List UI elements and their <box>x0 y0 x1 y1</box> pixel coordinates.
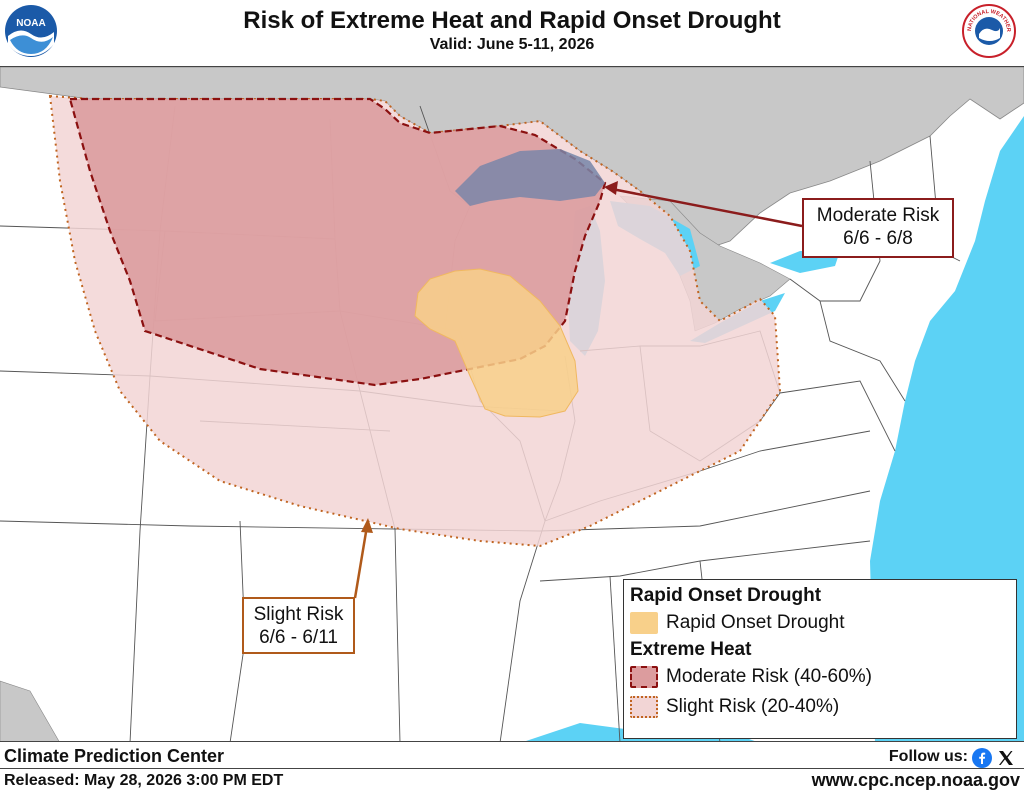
noaa-logo: NOAA <box>5 5 57 57</box>
slight-callout-line2: 6/6 - 6/11 <box>259 627 338 648</box>
noaa-logo-text: NOAA <box>16 18 45 29</box>
moderate-risk-callout: Moderate Risk 6/6 - 6/8 <box>802 198 954 258</box>
drought-swatch <box>630 612 658 634</box>
slight-callout-line1: Slight Risk <box>253 604 344 625</box>
legend-slight-label: Slight Risk (20-40%) <box>666 696 840 717</box>
page-subtitle: Valid: June 5-11, 2026 <box>429 36 595 53</box>
footer-released: Released: May 28, 2026 3:00 PM EDT <box>4 772 284 789</box>
rapid-onset-drought-area <box>414 268 579 418</box>
map-legend: Rapid Onset Drought Rapid Onset Drought … <box>623 579 1017 739</box>
moderate-swatch <box>630 666 658 688</box>
header: NOAA Risk of Extreme Heat and Rapid Onse… <box>0 0 1024 66</box>
x-icon[interactable] <box>996 748 1016 768</box>
legend-heat-heading: Extreme Heat <box>630 639 752 660</box>
legend-row-drought: Rapid Onset Drought <box>630 608 1016 638</box>
footer: Climate Prediction Center Released: May … <box>0 742 1024 791</box>
facebook-icon[interactable] <box>972 748 992 768</box>
slight-risk-callout: Slight Risk 6/6 - 6/11 <box>242 597 355 654</box>
legend-row-slight: Slight Risk (20-40%) <box>630 692 1016 722</box>
legend-drought-label: Rapid Onset Drought <box>666 612 845 633</box>
legend-drought-heading: Rapid Onset Drought <box>630 585 822 606</box>
legend-row-moderate: Moderate Risk (40-60%) <box>630 662 1016 692</box>
footer-org: Climate Prediction Center <box>4 746 225 766</box>
moderate-callout-arrow <box>611 187 803 228</box>
nws-logo: NATIONAL WEATHER SERVICE <box>962 4 1016 58</box>
footer-follow-label: Follow us: <box>888 748 968 765</box>
footer-url[interactable]: www.cpc.ncep.noaa.gov <box>811 770 1020 790</box>
footer-divider <box>0 768 1024 769</box>
moderate-callout-line1: Moderate Risk <box>816 205 940 226</box>
page-title: Risk of Extreme Heat and Rapid Onset Dro… <box>243 7 781 34</box>
slight-swatch <box>630 696 658 718</box>
slight-callout-arrow <box>353 525 369 599</box>
moderate-callout-line2: 6/6 - 6/8 <box>843 228 913 249</box>
legend-moderate-label: Moderate Risk (40-60%) <box>666 666 872 687</box>
